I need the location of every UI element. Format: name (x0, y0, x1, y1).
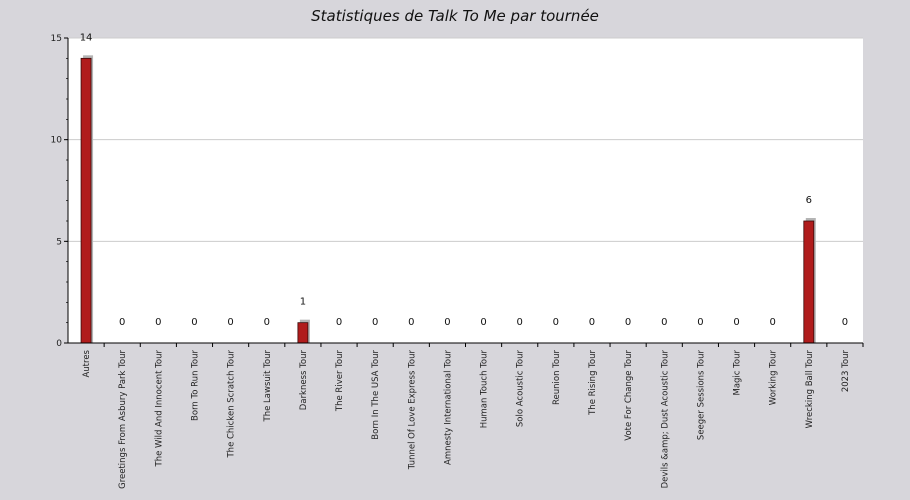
value-labels: 14 0 0 0 0 0 1 0 0 0 0 0 0 0 0 0 0 0 0 0 6 0 (80, 32, 848, 328)
value-label: 0 (336, 317, 342, 328)
value-label: 0 (444, 317, 450, 328)
gridlines (68, 37, 863, 242)
bar (803, 220, 815, 344)
value-label: 0 (480, 317, 486, 328)
y-tick-label: 10 (51, 136, 63, 146)
value-label: 0 (661, 317, 667, 328)
value-label: 0 (697, 317, 703, 328)
x-tick-label: Devils &amp; Dust Acoustic Tour (660, 349, 670, 488)
value-label: 0 (408, 317, 414, 328)
x-tick-label: Born To Run Tour (190, 350, 200, 421)
x-tick-label: 2023 Tour (841, 350, 851, 393)
x-tick-label: The Lawsuit Tour (263, 349, 273, 422)
x-tick-label: The Chicken Scratch Tour (227, 350, 237, 459)
value-label: 0 (191, 317, 197, 328)
y-tick-label: 15 (51, 34, 62, 44)
x-tick-label: Reunion Tour (552, 350, 562, 406)
x-tick-label: Born In The USA Tour (371, 350, 381, 440)
x-tick-label: Seeger Sessions Tour (696, 350, 706, 441)
value-label: 0 (625, 317, 631, 328)
x-tick-label: The Rising Tour (588, 350, 598, 416)
value-label: 1 (300, 297, 306, 308)
plot-area (68, 38, 863, 343)
value-label: 0 (264, 317, 270, 328)
y-tick-labels: 0 5 10 15 (51, 34, 63, 349)
bar (80, 57, 92, 344)
x-tick-label: Vote For Change Tour (624, 350, 634, 441)
x-tick-label: Magic Tour (733, 350, 743, 396)
chart-title: Statistiques de Talk To Me par tournée (311, 7, 599, 25)
x-tick-labels: Autres Greetings From Asbury Park Tour The… (82, 349, 851, 488)
x-tick-label: Wrecking Ball Tour (805, 350, 815, 429)
value-label: 0 (517, 317, 523, 328)
y-tick-label: 0 (56, 339, 62, 349)
x-tick-label: Greetings From Asbury Park Tour (118, 350, 128, 489)
value-label: 0 (589, 317, 595, 328)
value-label: 0 (372, 317, 378, 328)
value-label: 0 (227, 317, 233, 328)
axes (64, 37, 864, 347)
value-label: 0 (553, 317, 559, 328)
value-label: 6 (806, 195, 812, 206)
value-label: 0 (733, 317, 739, 328)
value-label: 0 (155, 317, 161, 328)
x-tick-label: Tunnel Of Love Express Tour (407, 350, 417, 471)
value-label: 0 (119, 317, 125, 328)
bar (297, 322, 309, 344)
value-label: 14 (80, 32, 93, 43)
x-tick-label: Working Tour (769, 349, 779, 405)
value-label: 0 (769, 317, 775, 328)
x-tick-label: Amnesty International Tour (443, 350, 453, 465)
x-tick-label: Human Touch Tour (480, 350, 490, 429)
x-tick-label: Autres (82, 349, 92, 377)
y-tick-label: 5 (56, 237, 62, 247)
x-tick-label: Darkness Tour (299, 350, 309, 411)
x-tick-label: Solo Acoustic Tour (516, 350, 526, 428)
x-tick-label: The River Tour (335, 350, 345, 413)
value-label: 0 (842, 317, 848, 328)
x-tick-label: The Wild And Innocent Tour (154, 350, 164, 468)
